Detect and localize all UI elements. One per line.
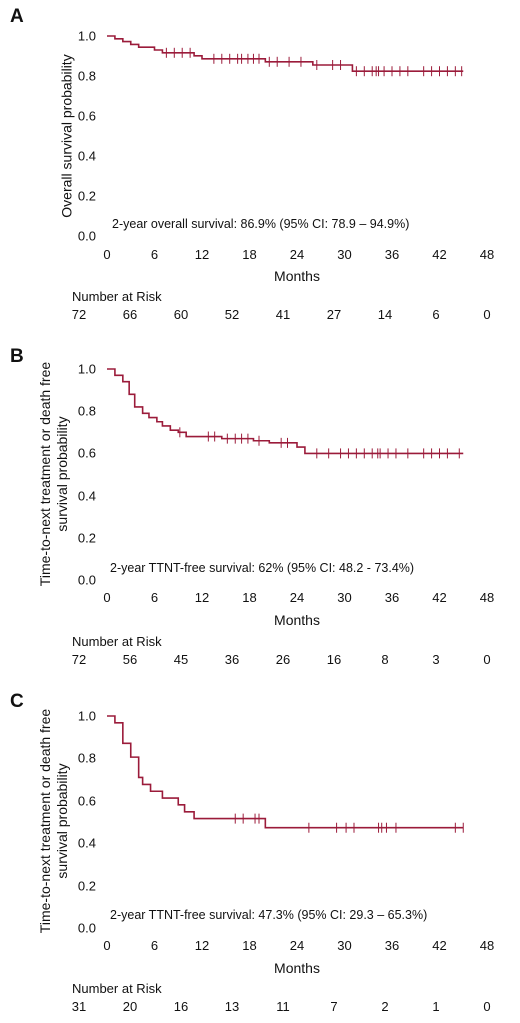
km-plot [107,35,464,77]
y-tick-label: 0.8 [77,68,96,84]
x-tick-label: 42 [432,938,447,953]
x-tick-label: 48 [479,938,495,953]
risk-count: 0 [483,999,491,1014]
risk-count: 13 [224,999,240,1014]
risk-count: 6 [432,307,440,322]
survival-curve [107,35,464,72]
y-tick-label: 0.2 [77,188,96,204]
risk-count: 27 [326,307,342,322]
y-tick-label: 0.2 [77,878,96,894]
km-panel-b: B Time-to-next treatment or death free su… [0,340,520,685]
x-tick-label: 12 [194,590,210,605]
x-tick-label: 36 [384,590,400,605]
x-tick-label: 36 [384,247,400,262]
x-tick-label: 6 [150,938,159,953]
y-tick-label: 0.2 [77,530,96,546]
risk-count: 36 [224,652,240,667]
risk-count: 16 [173,999,189,1014]
x-axis-label: Months [274,612,320,628]
x-tick-label: 24 [289,247,305,262]
risk-table-title: Number at Risk [72,634,162,649]
risk-count: 72 [71,307,87,322]
risk-count: 31 [71,999,87,1014]
x-tick-label: 6 [150,247,159,262]
x-tick-label: 48 [479,247,495,262]
km-panel-c: C Time-to-next treatment or death free su… [0,685,520,1023]
survival-annotation: 2-year TTNT-free survival: 47.3% (95% CI… [110,908,428,922]
y-tick-label: 0.8 [77,750,96,766]
y-tick-label: 0.4 [77,488,96,504]
risk-count: 8 [381,652,389,667]
x-tick-label: 0 [103,247,111,262]
x-tick-label: 0 [103,590,111,605]
risk-count: 14 [377,307,393,322]
risk-count: 0 [483,307,491,322]
risk-count: 72 [71,652,87,667]
panel-letter: A [10,6,24,27]
y-tick-label: 0.0 [77,920,96,936]
x-tick-label: 36 [384,938,400,953]
y-tick-label: 1.0 [77,708,96,724]
x-tick-label: 30 [337,590,352,605]
x-tick-label: 24 [289,938,305,953]
risk-count: 20 [122,999,138,1014]
y-tick-label: 0.0 [77,228,96,244]
x-tick-label: 30 [337,247,352,262]
survival-annotation: 2-year TTNT-free survival: 62% (95% CI: … [110,561,415,575]
y-tick-label: 0.6 [77,793,96,809]
risk-count: 56 [122,652,138,667]
x-tick-label: 18 [242,590,257,605]
x-tick-label: 48 [479,590,495,605]
x-tick-label: 42 [432,247,447,262]
risk-count: 0 [483,652,491,667]
risk-count: 3 [432,652,440,667]
risk-count: 66 [122,307,138,322]
panel-letter: C [10,691,24,712]
survival-annotation: 2-year overall survival: 86.9% (95% CI: … [112,217,410,231]
x-tick-label: 24 [289,590,305,605]
x-tick-label: 18 [242,938,257,953]
x-tick-label: 30 [337,938,352,953]
survival-curve [107,715,464,829]
x-axis-label: Months [274,960,320,976]
risk-count: 45 [173,652,189,667]
x-tick-label: 18 [242,247,257,262]
y-tick-label: 0.4 [77,835,96,851]
x-tick-label: 0 [103,938,111,953]
km-panel-a: A Overall survival probability 0.0 0.2 0.4 0.… [0,0,520,340]
risk-count: 16 [326,652,342,667]
x-tick-label: 6 [150,590,159,605]
risk-count: 52 [224,307,240,322]
survival-curve [107,368,464,455]
y-tick-label: 0.6 [77,445,96,461]
risk-count: 60 [173,307,189,322]
risk-count: 1 [432,999,440,1014]
risk-count: 26 [275,652,291,667]
x-tick-label: 12 [194,247,210,262]
km-plot [107,715,464,833]
risk-count: 7 [330,999,338,1014]
risk-table-title: Number at Risk [72,981,162,996]
y-tick-label: 1.0 [77,361,96,377]
risk-count: 41 [275,307,291,322]
panel-letter: B [10,346,24,367]
risk-table-title: Number at Risk [72,289,162,304]
x-tick-label: 12 [194,938,210,953]
y-tick-label: 0.8 [77,403,96,419]
y-tick-label: 1.0 [77,28,96,44]
x-tick-label: 42 [432,590,447,605]
x-axis-label: Months [274,268,320,284]
risk-count: 11 [276,999,290,1014]
km-plot [107,368,464,459]
y-tick-label: 0.4 [77,148,96,164]
y-tick-label: 0.6 [77,108,96,124]
y-tick-label: 0.0 [77,572,96,588]
risk-count: 2 [381,999,389,1014]
